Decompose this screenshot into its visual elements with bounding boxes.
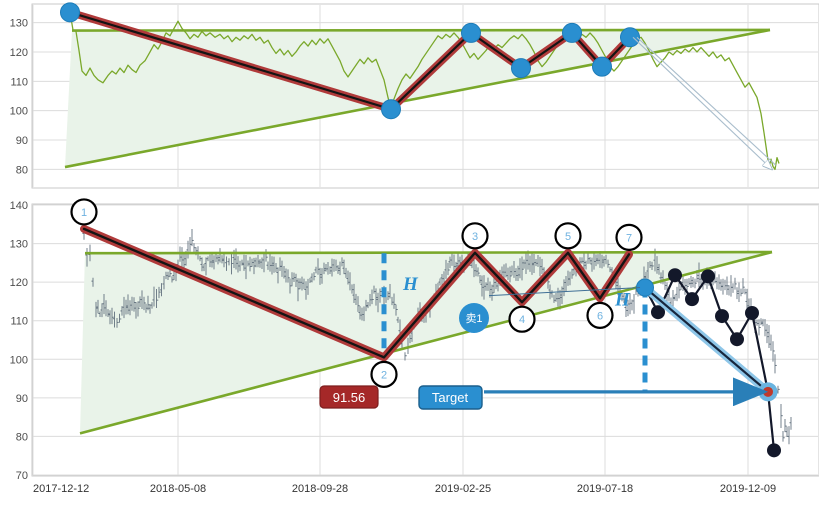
overview-panel: 130 120 110 100 90 80 [0,0,819,192]
overview-pivot-dot[interactable] [60,2,80,23]
overview-y-tick: 80 [16,164,28,176]
wave-label-marker[interactable]: 6 [586,301,614,329]
forecast-node-dot[interactable] [767,443,781,458]
detail-x-axis: 2017-12-12 2018-05-08 2018-09-28 2019-02-25… [33,483,776,495]
wave-label-marker[interactable]: 3 [461,222,489,250]
pattern-height-label: H [402,274,419,295]
overview-projection-line [632,36,772,169]
price-badge-bg [319,385,379,409]
overview-svg: 130 120 110 100 90 80 [0,0,819,192]
measured-move-line [644,286,769,393]
detail-x-tick: 2018-05-08 [150,483,206,495]
wave-label-marker[interactable]: 4 [508,305,536,333]
overview-pivot-dot[interactable] [620,27,640,48]
overview-wave-markers [60,2,640,120]
forecast-node-dot[interactable] [685,292,699,307]
overview-y-axis: 130 120 110 100 90 80 [10,18,28,177]
overview-projection-arrow [632,36,777,169]
detail-plot-border [31,203,819,477]
detail-measure-dashes [381,253,648,392]
forecast-node-dot[interactable] [730,332,744,347]
detail-y-tick: 80 [16,431,28,443]
detail-y-tick: 110 [10,316,28,328]
target-badge-label: Target [432,390,469,405]
overview-lower-trendline [64,28,771,169]
overview-pivot-dot[interactable] [592,56,612,77]
target-badge[interactable]: Target [418,385,483,410]
detail-lower-trendline [79,250,773,435]
overview-upper-trendline [71,28,771,32]
overview-y-tick: 130 [10,18,28,30]
sell-signal-bubble[interactable]: 卖1 [459,287,641,333]
detail-x-tick: 2019-12-09 [720,483,776,495]
overview-y-tick: 120 [10,47,28,59]
detail-y-tick: 120 [10,277,28,289]
detail-wave-markers: 1 2 3 4 5 6 7 [70,198,643,388]
detail-y-tick: 130 [10,239,28,251]
overview-pivot-dot[interactable] [461,22,481,43]
wave-label-text: 3 [472,231,478,243]
overview-pivot-dot[interactable] [562,22,582,43]
overview-y-tick: 100 [10,106,28,118]
wave-label-marker[interactable]: 7 [615,223,643,251]
forecast-node-dot[interactable] [715,309,729,324]
wave-label-text: 1 [81,207,87,219]
forecast-node-dot[interactable] [651,305,665,320]
wave-label-text: 6 [597,310,603,322]
pattern-height-label: H [614,289,631,310]
wave-label-text: 4 [519,314,525,326]
forecast-node-dot[interactable] [745,306,759,320]
overview-pivot-dot[interactable] [381,99,401,120]
detail-x-tick: 2019-02-25 [435,483,491,495]
price-badge[interactable]: 91.56 [319,385,379,409]
wave-label-text: 2 [381,369,387,381]
sell-bubble-circle[interactable] [459,303,489,333]
detail-y-tick: 90 [16,393,28,405]
wave-label-marker[interactable]: 5 [554,222,582,250]
overview-y-tick: 110 [10,76,28,88]
sell-bubble-leader [488,287,641,297]
wave-label-text: 5 [565,231,571,243]
overview-y-tick: 90 [16,135,28,147]
detail-x-tick: 2018-09-28 [292,483,348,495]
forecast-node-dot[interactable] [701,269,715,284]
detail-height-labels: HH [402,274,631,310]
overview-projection-line-2 [636,36,777,166]
forecast-node-dot[interactable] [668,268,682,283]
detail-x-tick: 2019-07-18 [577,483,633,495]
detail-y-tick: 140 [10,200,28,212]
sell-bubble-label: 卖1 [465,312,482,325]
detail-wave-line [82,227,631,359]
wave-label-marker[interactable]: 2 [370,360,398,388]
wave-label-marker[interactable]: 1 [70,198,98,226]
target-badge-bg [418,385,483,410]
overview-price-line [69,12,780,171]
detail-y-axis: 140 130 120 110 100 90 80 70 [10,200,28,482]
overview-pivot-dot[interactable] [511,58,531,79]
detail-y-tick: 100 [10,354,28,366]
forecast-zigzag-line [644,274,776,451]
overview-plot-border [31,3,819,189]
price-badge-label: 91.56 [333,390,366,405]
wave-label-text: 7 [626,232,632,244]
detail-upper-trendline [84,250,773,255]
detail-y-tick: 70 [16,470,28,482]
detail-x-tick: 2017-12-12 [33,483,89,495]
